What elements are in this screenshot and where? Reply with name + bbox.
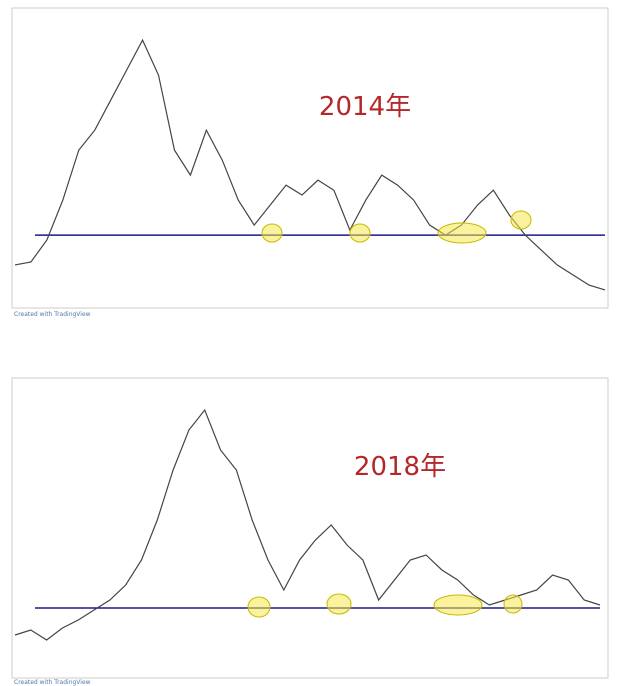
price-line [14, 38, 606, 291]
highlight-circle [261, 223, 283, 243]
highlight-circle [510, 210, 532, 230]
chart-title: 2014年 [319, 92, 411, 122]
price-line [14, 408, 601, 641]
footer: Created with TradingView [14, 679, 91, 686]
highlight-circle [433, 594, 483, 616]
footer: Created with TradingView [14, 311, 91, 318]
highlight-circle [503, 594, 523, 614]
chart-frame [11, 377, 609, 679]
chart-frame [11, 7, 609, 309]
highlight-circle [437, 222, 487, 244]
highlight-circle [349, 223, 371, 243]
chart-title: 2018年 [354, 452, 446, 482]
highlight-circle [247, 596, 271, 618]
highlight-circle [326, 593, 352, 615]
